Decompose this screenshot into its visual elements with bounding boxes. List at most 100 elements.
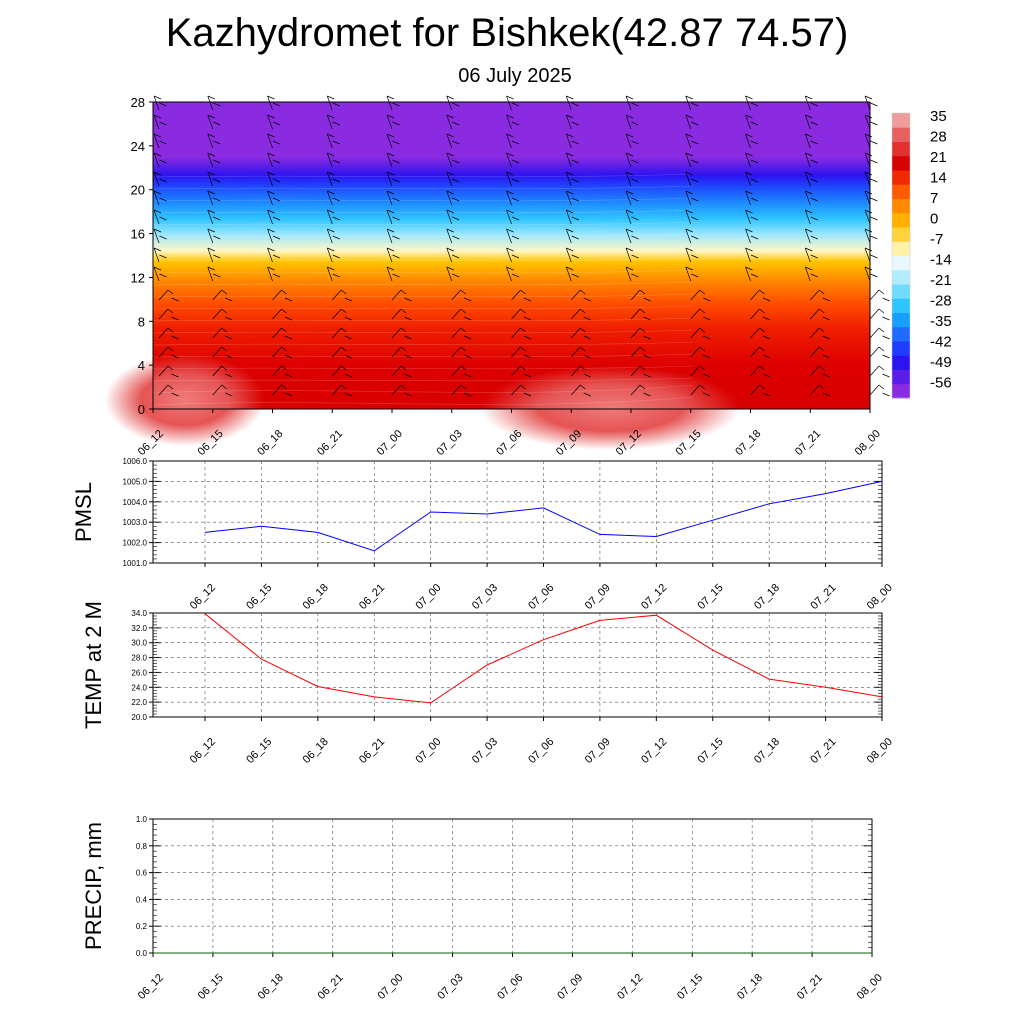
x-tick-label: 06_18 bbox=[255, 428, 285, 458]
pmsl-x-tick-label: 07_21 bbox=[808, 582, 838, 612]
contour-line bbox=[152, 377, 694, 382]
colorbar-swatch bbox=[892, 141, 910, 157]
temp2m-x-tick-label: 07_00 bbox=[413, 736, 443, 766]
colorbar-label: -56 bbox=[930, 375, 952, 392]
colorbar-swatch bbox=[892, 312, 910, 328]
wind-barb bbox=[207, 209, 221, 225]
wind-barb bbox=[864, 190, 878, 206]
wind-barb bbox=[153, 133, 167, 149]
wind-barb bbox=[864, 95, 878, 111]
wind-barb bbox=[451, 308, 472, 321]
wind-barb bbox=[565, 171, 579, 187]
precip-x-tick-label: 06_12 bbox=[136, 972, 166, 1002]
wind-barb bbox=[158, 384, 179, 397]
y-tick-label: 20 bbox=[131, 183, 145, 198]
x-tick-label: 07_21 bbox=[793, 428, 823, 458]
wind-barb bbox=[750, 327, 771, 340]
wind-barb bbox=[212, 289, 233, 302]
colorbar-label: -35 bbox=[930, 313, 952, 330]
wind-barb bbox=[690, 365, 711, 378]
wind-barb bbox=[804, 228, 818, 244]
wind-barb bbox=[506, 209, 520, 225]
wind-barb bbox=[386, 209, 400, 225]
wind-barb bbox=[565, 228, 579, 244]
wind-barb bbox=[212, 327, 233, 340]
pmsl-x-tick-label: 07_12 bbox=[639, 582, 669, 612]
wind-barb bbox=[506, 133, 520, 149]
colorbar-swatch bbox=[892, 326, 910, 342]
colorbar-swatch bbox=[892, 212, 910, 228]
wind-barb bbox=[326, 95, 340, 111]
wind-barb bbox=[386, 247, 400, 263]
contour-line bbox=[152, 257, 694, 262]
wind-barb bbox=[869, 308, 890, 321]
pmsl-y-tick-label: 1003.0 bbox=[123, 518, 148, 527]
wind-barb bbox=[153, 171, 167, 187]
colorbar-swatch bbox=[892, 284, 910, 299]
colorbar-label: -7 bbox=[930, 231, 943, 248]
contour-line bbox=[152, 365, 694, 370]
contour-line bbox=[152, 245, 694, 250]
pmsl-y-tick-label: 1001.0 bbox=[123, 559, 148, 568]
precip-x-tick-label: 07_09 bbox=[555, 972, 585, 1002]
precip-y-axis-label: PRECIP, mm bbox=[81, 822, 106, 950]
precip-y-tick-label: 0.0 bbox=[136, 949, 148, 958]
wind-barb bbox=[864, 266, 878, 282]
heatmap-field bbox=[153, 102, 870, 409]
wind-barb bbox=[207, 171, 221, 187]
wind-barb bbox=[511, 384, 532, 397]
precip-y-tick-label: 0.8 bbox=[136, 842, 148, 851]
contour-line bbox=[152, 293, 694, 298]
wind-barb bbox=[809, 384, 830, 397]
wind-barb bbox=[685, 133, 699, 149]
wind-barb bbox=[809, 365, 830, 378]
chart-title: Kazhydromet for Bishkek(42.87 74.57) bbox=[165, 11, 849, 55]
wind-barb bbox=[804, 266, 818, 282]
precip-x-tick-label: 07_00 bbox=[375, 972, 405, 1002]
precip-x-tick-label: 06_21 bbox=[316, 972, 346, 1002]
pmsl-x-tick-label: 06_12 bbox=[188, 582, 218, 612]
precip-y-tick-label: 0.2 bbox=[136, 922, 148, 931]
precip-x-tick-label: 07_15 bbox=[675, 972, 705, 1002]
wind-barb bbox=[153, 95, 167, 111]
wind-barb bbox=[565, 266, 579, 282]
colorbar-frame bbox=[891, 112, 911, 399]
warm-core-left bbox=[105, 354, 265, 446]
wind-barb bbox=[630, 346, 651, 359]
colorbar-label: 0 bbox=[930, 211, 938, 228]
wind-barb bbox=[685, 190, 699, 206]
pmsl-y-tick-label: 1006.0 bbox=[123, 457, 148, 466]
colorbar-label: 35 bbox=[930, 108, 947, 125]
wind-barb bbox=[750, 384, 771, 397]
wind-barb bbox=[630, 365, 651, 378]
wind-barb bbox=[685, 247, 699, 263]
wind-barb bbox=[869, 384, 890, 397]
wind-barb bbox=[625, 247, 639, 263]
x-tick-label: 07_00 bbox=[375, 428, 405, 458]
colorbar-label: 7 bbox=[930, 190, 938, 207]
pmsl-frame bbox=[152, 460, 883, 564]
wind-barb bbox=[386, 114, 400, 130]
wind-barb bbox=[685, 114, 699, 130]
wind-barb bbox=[685, 266, 699, 282]
wind-barb bbox=[745, 95, 759, 111]
wind-barb bbox=[451, 365, 472, 378]
wind-barb bbox=[326, 152, 340, 168]
wind-barb bbox=[511, 289, 532, 302]
pmsl-x-tick-label: 07_15 bbox=[696, 582, 726, 612]
wind-barb bbox=[158, 327, 179, 340]
wind-barb bbox=[446, 228, 460, 244]
temp2m-y-tick-label: 24.0 bbox=[131, 683, 147, 692]
colorbar-swatch bbox=[892, 127, 910, 142]
wind-barb bbox=[625, 266, 639, 282]
wind-barb bbox=[745, 171, 759, 187]
contour-line bbox=[152, 173, 694, 178]
wind-barb bbox=[272, 327, 293, 340]
wind-barb bbox=[158, 289, 179, 302]
temp2m-x-tick-label: 07_21 bbox=[808, 736, 838, 766]
wind-barb bbox=[685, 209, 699, 225]
wind-barb bbox=[745, 228, 759, 244]
y-tick-label: 8 bbox=[138, 314, 145, 329]
wind-barb bbox=[267, 114, 281, 130]
wind-barb bbox=[625, 190, 639, 206]
